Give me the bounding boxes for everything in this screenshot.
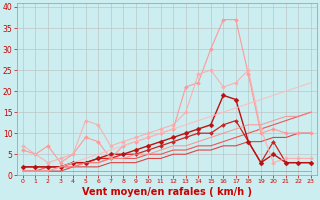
X-axis label: Vent moyen/en rafales ( km/h ): Vent moyen/en rafales ( km/h ) <box>82 187 252 197</box>
